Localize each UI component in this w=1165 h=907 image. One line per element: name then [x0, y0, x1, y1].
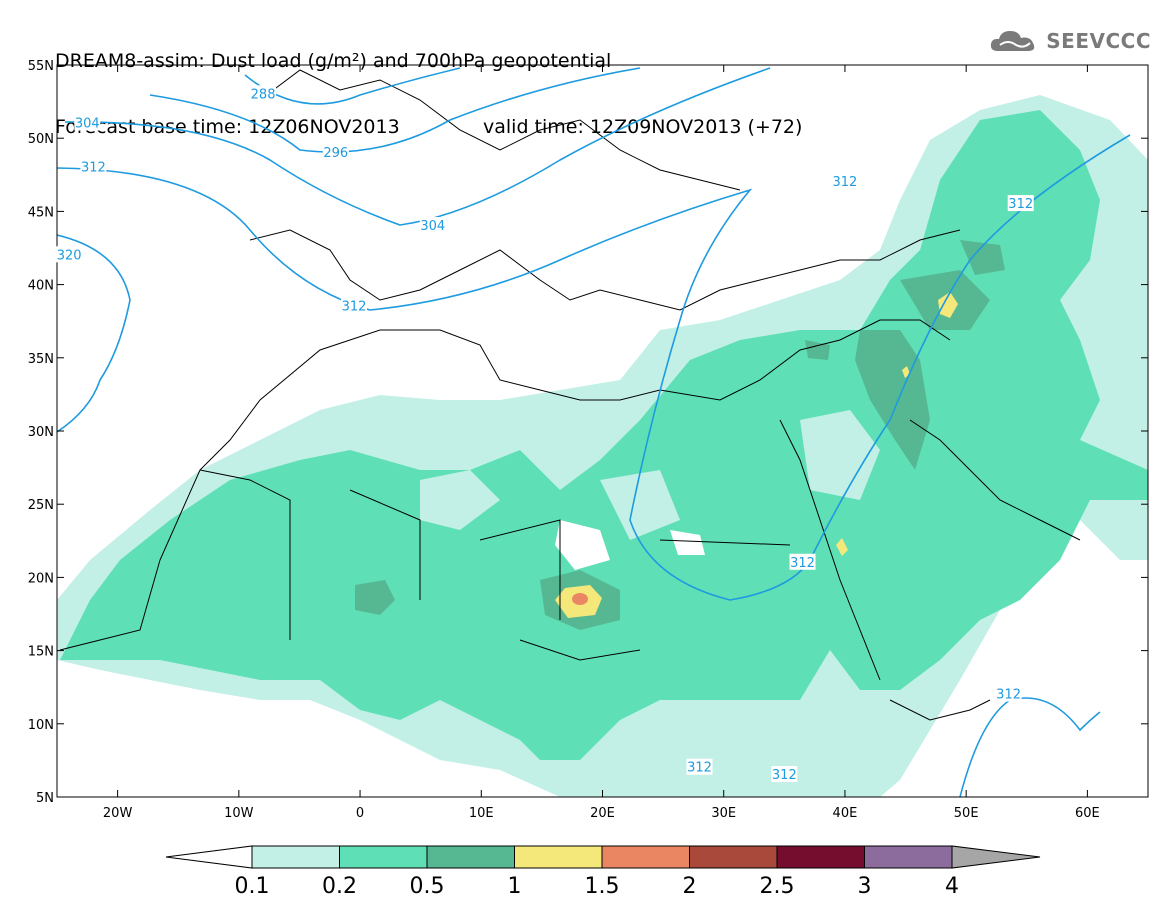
colorbar-label: 0.1 [235, 874, 270, 899]
cloud-icon [991, 31, 1035, 51]
colorbar-label: 2 [683, 874, 697, 899]
contour-label-bg [1007, 195, 1034, 212]
map-title: DREAM8-assim: Dust load (g/m²) and 700hP… [55, 6, 802, 160]
colorbar-label: 4 [945, 874, 959, 899]
lat-label: 50N [28, 132, 54, 147]
lat-label: 55N [28, 59, 54, 74]
coastlines [59, 69, 1081, 721]
valid-time: valid time: 12Z09NOV2013 (+72) [483, 116, 803, 138]
contour-label: 312 [1008, 197, 1033, 212]
colorbar-over-arrow [951, 845, 1041, 869]
seevccc-logo: SEEVCCC [988, 26, 1151, 56]
colorbar-under-arrow [165, 845, 253, 869]
contour-label: 312 [833, 175, 858, 190]
axis-ticks [57, 64, 1148, 798]
dust-level-orange [572, 593, 588, 605]
contour-label-bg [340, 297, 367, 314]
contour-label: 312 [790, 556, 815, 571]
dust-free-area [555, 520, 610, 570]
lon-label: 20W [103, 806, 133, 821]
contour-label: 304 [75, 117, 100, 132]
dust-field [57, 95, 1148, 797]
lat-label: 15N [28, 645, 54, 660]
lat-label: 5N [36, 791, 54, 806]
contour-label: 312 [996, 688, 1021, 703]
lon-label: 50E [954, 806, 979, 821]
contour-label-bg [995, 685, 1022, 702]
colorbar-swatch [426, 845, 515, 869]
dust-level-mid [60, 110, 1148, 760]
contour-label-bg [74, 114, 101, 131]
lat-label: 10N [28, 718, 54, 733]
contour-label: 312 [687, 761, 712, 776]
contour-label-bg [831, 173, 858, 190]
colorbar: 0.1 0.2 0.5 1 1.5 2 2.5 3 4 [165, 845, 1041, 899]
colorbar-swatch [864, 845, 953, 869]
dust-level-yellow [938, 292, 958, 318]
lon-label: 10E [469, 806, 494, 821]
dust-level-high [805, 340, 830, 360]
lon-label: 0 [356, 806, 364, 821]
colorbar-swatch [251, 845, 340, 869]
colorbar-swatch [601, 845, 690, 869]
dust-level-yellow [902, 366, 910, 378]
lon-label: 60E [1075, 806, 1100, 821]
contour-label-bg [686, 758, 713, 775]
contour-label-bg [80, 158, 107, 175]
colorbar-swatch [689, 845, 778, 869]
contour-label: 312 [772, 768, 797, 783]
contour-label: 296 [323, 146, 348, 161]
contour-label: 304 [420, 219, 445, 234]
colorbar-swatch [339, 845, 428, 869]
contour-label: 312 [81, 160, 106, 175]
lat-label: 30N [28, 425, 54, 440]
colorbar-label: 0.5 [410, 874, 445, 899]
colorbar-label: 2.5 [760, 874, 795, 899]
dust-free-area [670, 530, 705, 555]
contour-labels: 288 296 304 304 312 312 312 312 312 312 312 312 320 [56, 85, 1034, 783]
contour-label: 288 [251, 87, 276, 102]
lon-label: 10W [224, 806, 254, 821]
dust-hole [420, 470, 500, 530]
contour-label-bg [56, 246, 83, 263]
contour-label-bg [771, 766, 798, 783]
dust-level-high [960, 240, 1005, 275]
colorbar-swatch [514, 845, 603, 869]
colorbar-label: 3 [858, 874, 872, 899]
colorbar-label: 1.5 [585, 874, 620, 899]
dust-hole [800, 410, 880, 500]
contour-label-bg [419, 217, 446, 234]
dust-level-high [355, 580, 395, 615]
lon-label: 30E [711, 806, 736, 821]
contour-label-bg [322, 143, 349, 160]
lat-label: 20N [28, 571, 54, 586]
lon-label: 40E [833, 806, 858, 821]
colorbar-swatch [776, 845, 865, 869]
contour-label-bg [789, 553, 816, 570]
contour-label: 312 [342, 300, 367, 315]
title-line1: DREAM8-assim: Dust load (g/m²) and 700hP… [55, 50, 612, 72]
colorbar-label: 0.2 [322, 874, 357, 899]
lat-label: 40N [28, 279, 54, 294]
longitude-labels: 20W 10W 0 10E 20E 30E 40E 50E 60E [103, 806, 1100, 821]
dust-hole [600, 470, 680, 540]
dust-level-yellow [836, 538, 848, 556]
contour-label-bg [250, 85, 277, 102]
colorbar-label: 1 [508, 874, 522, 899]
dust-level-high [855, 330, 930, 470]
lat-label: 45N [28, 205, 54, 220]
lat-label: 35N [28, 352, 54, 367]
contour-label: 320 [57, 248, 82, 263]
logo-text: SEEVCCC [1046, 29, 1151, 53]
lat-label: 25N [28, 498, 54, 513]
lon-label: 20E [590, 806, 615, 821]
latitude-labels: 55N 50N 45N 40N 35N 30N 25N 20N 15N 10N 5N [28, 59, 54, 806]
